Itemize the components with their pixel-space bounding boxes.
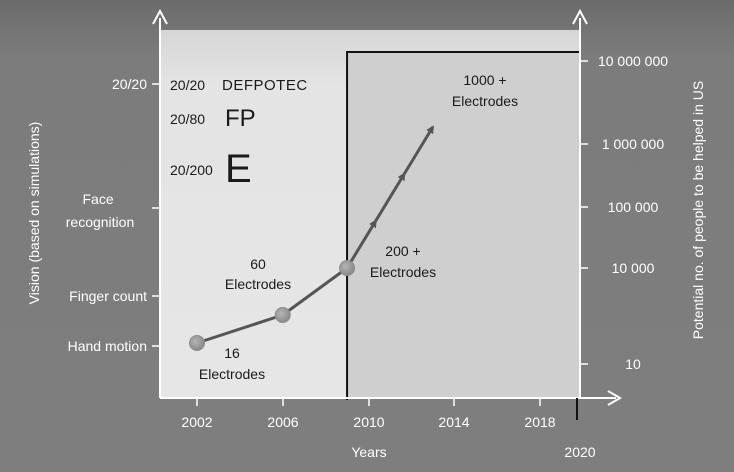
acuity-letters: DEFPOTEC <box>222 77 308 94</box>
x-tick: 2002 <box>181 398 213 430</box>
y-right-tick: 1 000 000 <box>580 136 664 152</box>
y-left-tick: Finger count <box>69 288 160 304</box>
data-point-label: 1000 + Electrodes <box>452 72 518 109</box>
acuity-label: 20/80 <box>170 111 205 127</box>
acuity-letters: FP <box>225 105 256 132</box>
y-right-tick-label: 1 000 000 <box>602 136 664 152</box>
y-right-tick: 10 000 000 <box>580 53 668 69</box>
y-axis-left-title: Vision (based on simulations) <box>26 122 42 305</box>
data-point <box>274 307 291 323</box>
acuity-annotations: 20/20 DEFPOTEC 20/80 FP 20/200 E <box>170 77 308 191</box>
y-right-tick: 100 000 <box>580 199 659 215</box>
series-segment <box>345 219 377 269</box>
x-tick-label: 2018 <box>524 414 555 430</box>
x-tick-label: 2006 <box>267 414 298 430</box>
y-left-ticks: Hand motion Finger count Face recognitio… <box>66 76 160 354</box>
data-point-label: 200 + Electrodes <box>370 243 436 280</box>
x-tick: 2018 <box>524 398 556 430</box>
right-y-axis-arrow <box>572 8 588 25</box>
y-axis-right-title: Potential no. of people to be helped in … <box>690 81 706 339</box>
left-y-axis-arrow <box>152 8 168 25</box>
y-left-tick-label: Face recognition <box>66 191 135 230</box>
y-right-tick-label: 100 000 <box>608 199 659 215</box>
x-tick-label: 2014 <box>438 414 469 430</box>
y-left-tick-label: Finger count <box>69 288 147 304</box>
y-left-tick: 20/20 <box>112 76 160 92</box>
series-segment <box>281 266 349 317</box>
x-ticks: 2002 2006 2010 2014 2018 <box>181 398 556 430</box>
x-tick-label: 2002 <box>181 414 212 430</box>
data-point-label: 16 Electrodes <box>199 345 265 382</box>
x-tick: 2006 <box>267 398 299 430</box>
y-right-tick-label: 10 000 <box>612 260 655 276</box>
shaded-region <box>347 52 580 398</box>
y-right-tick-label: 10 000 000 <box>598 53 668 69</box>
data-point <box>189 335 205 351</box>
series-segment <box>374 172 406 222</box>
shaded-region-outline <box>346 51 580 400</box>
y-left-tick-label: 20/20 <box>112 76 147 92</box>
y-left-tick-label: Hand motion <box>68 338 147 354</box>
acuity-label: 20/200 <box>170 162 213 178</box>
y-right-tick: 10 <box>580 356 641 372</box>
x-tick-label: 2010 <box>353 414 384 430</box>
data-point <box>339 260 356 276</box>
series-segment <box>196 313 285 345</box>
x-tick: 2010 <box>353 398 385 430</box>
y-right-ticks: 10 10 000 100 000 1 000 000 10 000 000 <box>580 53 668 372</box>
y-left-tick: Hand motion <box>68 338 160 354</box>
x-tick: 2014 <box>438 398 470 430</box>
y-right-tick-label: 10 <box>625 356 641 372</box>
x-axis-title: Years <box>351 444 386 460</box>
series-layer: 16 Electrodes 60 Electrodes 200 + Electrodes 1… <box>189 72 518 382</box>
x-axis-end-label: 2020 <box>564 444 595 460</box>
y-left-tick: Face recognition <box>66 191 160 230</box>
y-right-tick: 10 000 <box>580 260 655 276</box>
acuity-label: 20/20 <box>170 77 205 93</box>
series-segment <box>402 125 435 175</box>
x-axis-arrow <box>607 390 622 406</box>
data-point-label: 60 Electrodes <box>225 256 291 292</box>
acuity-letters: E <box>225 147 252 191</box>
